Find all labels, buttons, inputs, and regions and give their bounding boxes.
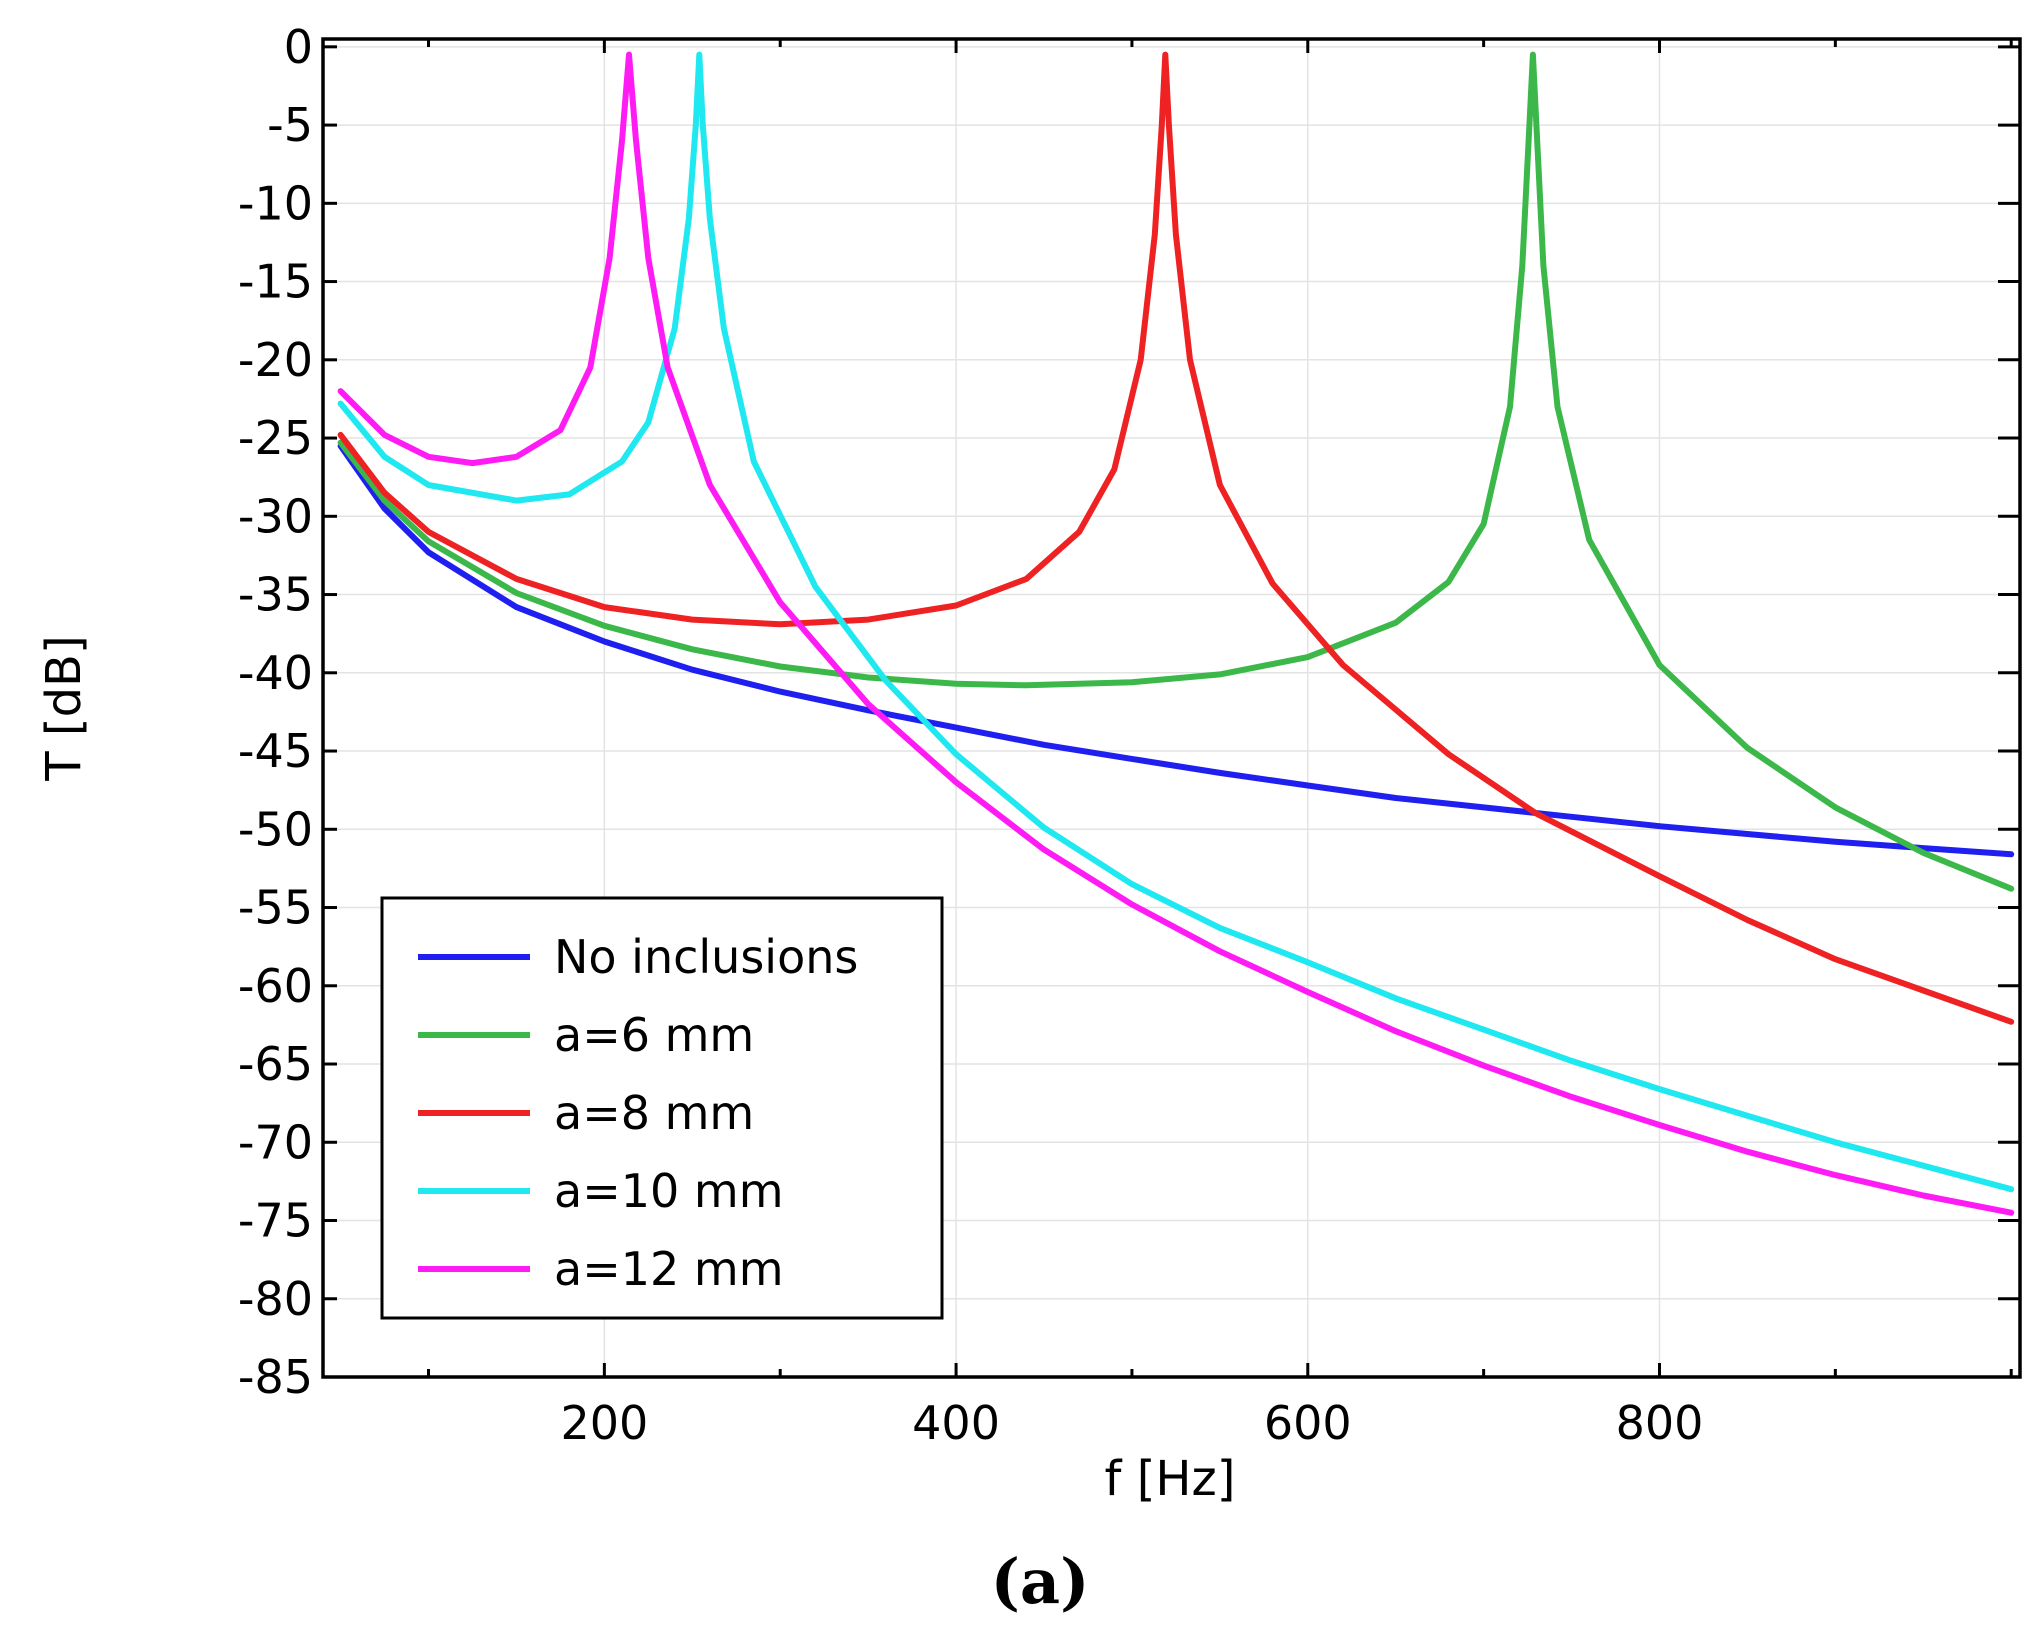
x-tick-label: 600 [1264, 1396, 1352, 1450]
y-tick-label: -20 [238, 333, 313, 387]
figure-caption: (a) [991, 1545, 1090, 1618]
series-line-4 [337, 51, 2015, 1216]
y-tick-label: -15 [238, 255, 313, 309]
series-line-3 [337, 51, 2015, 1193]
y-tick-label: -10 [238, 176, 313, 230]
legend-label-2: a=8 mm [554, 1086, 754, 1140]
plot-frame [321, 37, 2022, 1379]
y-tick-label: -5 [267, 98, 313, 152]
x-tick-label: 400 [912, 1396, 1000, 1450]
series-line-2 [337, 51, 2015, 1025]
ticks [323, 39, 2020, 1379]
tick-labels: 200 400 600 800 0 -5 -10 -15 -20 -25 -30 -35 -40 -45 -… [238, 20, 1704, 1450]
y-tick-label: -65 [238, 1037, 313, 1091]
y-tick-label: -40 [238, 646, 313, 700]
y-tick-label: -70 [238, 1115, 313, 1169]
x-tick-label: 800 [1616, 1396, 1704, 1450]
legend-label-1: a=6 mm [554, 1008, 754, 1062]
y-tick-label: -35 [238, 568, 313, 622]
y-tick-label: -55 [238, 881, 313, 935]
y-tick-label: -75 [238, 1194, 313, 1248]
y-tick-label: -80 [238, 1272, 313, 1326]
series-group [337, 51, 2015, 1216]
legend: No inclusions a=6 mm a=8 mm a=10 mm a=12 mm [380, 896, 944, 1320]
y-tick-label: -30 [238, 489, 313, 543]
y-tick-label: 0 [284, 20, 313, 74]
x-axis-label: f [Hz] [1105, 1451, 1236, 1507]
y-axis-label: T [dB] [36, 635, 92, 781]
legend-label-3: a=10 mm [554, 1164, 784, 1218]
y-tick-label: -25 [238, 411, 313, 465]
legend-label-0: No inclusions [554, 930, 858, 984]
legend-box [380, 896, 944, 1320]
y-tick-label: -45 [238, 724, 313, 778]
y-tick-label: -50 [238, 802, 313, 856]
y-tick-label: -60 [238, 959, 313, 1013]
x-tick-label: 200 [560, 1396, 648, 1450]
legend-label-4: a=12 mm [554, 1242, 784, 1296]
y-tick-label: -85 [238, 1350, 313, 1404]
series-line-0 [337, 442, 2015, 858]
series-line-1 [337, 51, 2015, 892]
